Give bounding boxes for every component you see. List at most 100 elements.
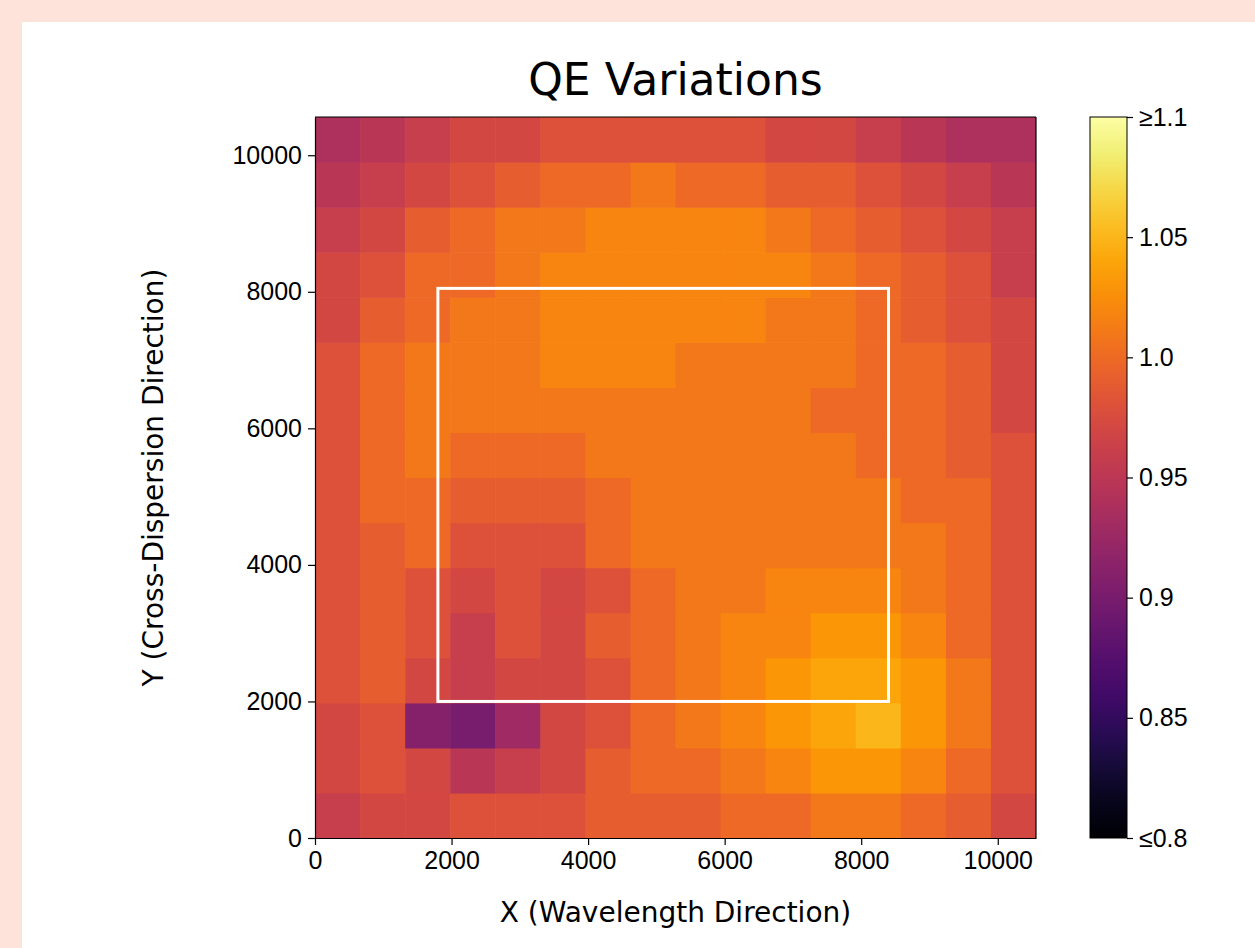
heatmap-cell (585, 658, 631, 704)
heatmap-cell (540, 703, 586, 749)
heatmap-cell (811, 613, 857, 659)
chart-title: QE Variations (528, 54, 823, 105)
heatmap-cell (856, 703, 902, 749)
heatmap-cell (405, 297, 451, 343)
heatmap-cell (721, 207, 767, 253)
heatmap-cell (676, 658, 722, 704)
tick: 4000 (561, 838, 617, 874)
heatmap-cell (766, 523, 812, 569)
heatmap-cell (450, 207, 496, 253)
heatmap-cell (766, 478, 812, 524)
heatmap-cell (315, 793, 361, 838)
heatmap-cells (315, 117, 1036, 838)
heatmap-cell (991, 568, 1036, 614)
heatmap-cell (946, 613, 992, 659)
heatmap-cell (811, 658, 857, 704)
heatmap-cell (991, 793, 1036, 838)
tick-mark (998, 838, 999, 845)
heatmap-cell (315, 387, 361, 433)
heatmap-cell (540, 658, 586, 704)
heatmap-cell (630, 613, 676, 659)
heatmap-cell (676, 387, 722, 433)
heatmap-cell (766, 613, 812, 659)
heatmap-cell (991, 297, 1036, 343)
tick: 1.05 (1127, 223, 1188, 251)
heatmap-cell (766, 387, 812, 433)
heatmap-cell (360, 117, 406, 163)
heatmap-cell (405, 117, 451, 163)
heatmap-cell (360, 162, 406, 208)
heatmap-cell (901, 613, 947, 659)
heatmap-cell (540, 342, 586, 388)
tick-label: ≤0.8 (1139, 824, 1187, 852)
heatmap-cell (721, 162, 767, 208)
tick: 0 (309, 838, 323, 874)
heatmap-cell (540, 117, 586, 163)
heatmap-cell (360, 297, 406, 343)
heatmap-cell (450, 523, 496, 569)
heatmap-cell (315, 748, 361, 794)
figure-background (22, 22, 1255, 948)
heatmap-cell (540, 613, 586, 659)
heatmap-cell (811, 207, 857, 253)
tick: 4000 (246, 550, 315, 578)
heatmap-cell (630, 252, 676, 298)
tick-label: 6000 (246, 414, 302, 442)
heatmap-cell (360, 387, 406, 433)
heatmap-cell (946, 387, 992, 433)
tick-label: 10000 (963, 846, 1033, 874)
heatmap-cell (676, 162, 722, 208)
heatmap-cell (901, 252, 947, 298)
heatmap-cell (991, 342, 1036, 388)
tick-label: 0.85 (1139, 703, 1188, 731)
heatmap-cell (766, 432, 812, 478)
heatmap-cell (405, 162, 451, 208)
heatmap-cell (585, 568, 631, 614)
heatmap-cell (585, 342, 631, 388)
tick-label: 0.9 (1139, 583, 1174, 611)
tick: 2000 (424, 838, 480, 874)
heatmap-cell (811, 748, 857, 794)
heatmap-cell (856, 568, 902, 614)
heatmap-cell (585, 703, 631, 749)
heatmap-cell (450, 252, 496, 298)
heatmap-cell (360, 478, 406, 524)
heatmap-cell (946, 207, 992, 253)
tick-label: 0 (309, 846, 323, 874)
heatmap-cell (585, 748, 631, 794)
heatmap-cell (540, 252, 586, 298)
heatmap-cell (315, 207, 361, 253)
heatmap-cell (450, 432, 496, 478)
heatmap-cell (585, 117, 631, 163)
heatmap-cell (450, 387, 496, 433)
tick-label: 2000 (424, 846, 480, 874)
heatmap-cell (405, 432, 451, 478)
heatmap-cell (991, 748, 1036, 794)
heatmap-cell (766, 252, 812, 298)
tick: 0 (288, 824, 315, 852)
heatmap-cell (630, 387, 676, 433)
heatmap-cell (766, 342, 812, 388)
heatmap-cell (315, 342, 361, 388)
tick-mark (308, 155, 315, 156)
tick-mark (1127, 718, 1133, 719)
tick-mark (1127, 598, 1133, 599)
heatmap-cell (676, 793, 722, 838)
heatmap-cell (811, 703, 857, 749)
heatmap-cell (811, 793, 857, 838)
tick-label: 0 (288, 824, 302, 852)
heatmap-cell (540, 207, 586, 253)
heatmap-cell (585, 387, 631, 433)
heatmap-cell (540, 297, 586, 343)
heatmap-cell (450, 117, 496, 163)
heatmap-cell (766, 117, 812, 163)
heatmap-cell (901, 523, 947, 569)
heatmap-cell (991, 162, 1036, 208)
heatmap-cell (856, 162, 902, 208)
heatmap-cell (946, 568, 992, 614)
heatmap-cell (630, 523, 676, 569)
heatmap-cell (540, 793, 586, 838)
heatmap-cell (811, 252, 857, 298)
tick: 0.9 (1127, 583, 1174, 611)
tick: ≤0.8 (1127, 824, 1187, 852)
